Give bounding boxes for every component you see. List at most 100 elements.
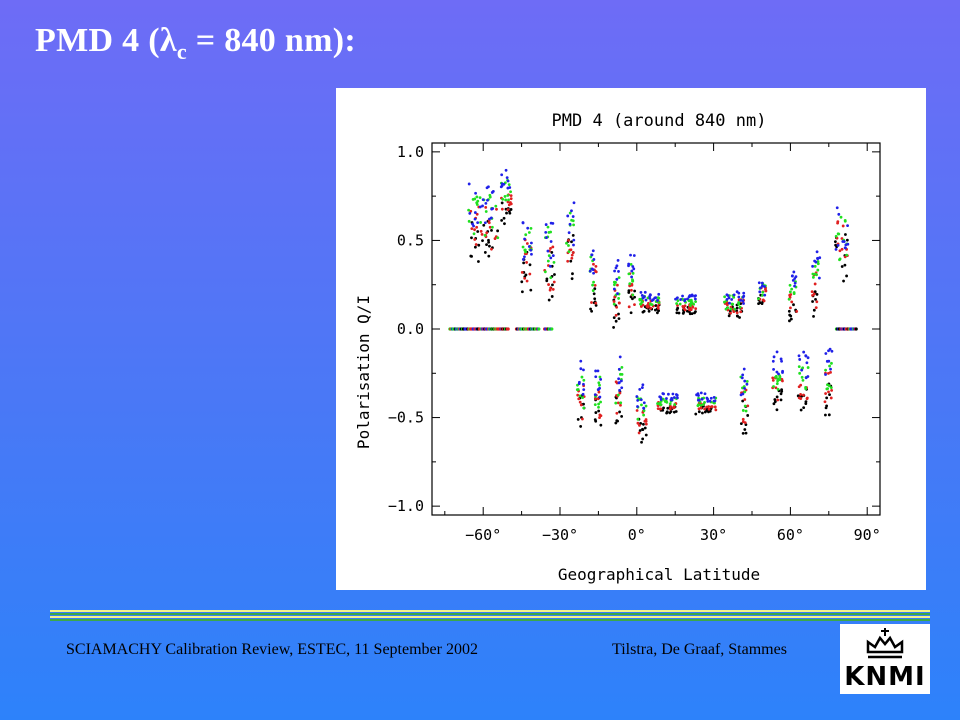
data-point [776, 387, 780, 391]
data-point [775, 350, 779, 354]
data-point [639, 290, 643, 294]
data-point [774, 386, 778, 390]
data-point [591, 289, 595, 292]
data-point [699, 391, 703, 395]
data-point [638, 387, 642, 391]
data-point [549, 276, 553, 280]
data-point [830, 349, 834, 353]
data-point [779, 357, 783, 361]
data-point [590, 253, 594, 257]
data-point [568, 222, 572, 226]
data-point [619, 401, 623, 405]
data-point [741, 399, 745, 403]
data-point [618, 410, 621, 414]
data-point [732, 293, 736, 297]
data-point [597, 390, 601, 394]
data-point [527, 245, 531, 248]
data-point [599, 400, 602, 404]
data-point [672, 396, 676, 399]
data-point [570, 209, 573, 213]
data-point [487, 221, 491, 225]
data-point [547, 298, 551, 302]
data-point [813, 282, 817, 286]
data-point [675, 302, 679, 305]
data-point [594, 265, 598, 268]
data-point [837, 232, 841, 236]
data-point [792, 292, 796, 296]
data-point [816, 262, 820, 266]
data-point [681, 305, 685, 308]
data-point [549, 221, 553, 225]
data-point [815, 273, 818, 277]
data-point [490, 225, 494, 229]
data-point [738, 316, 741, 319]
data-point [487, 254, 491, 258]
data-point [528, 272, 532, 276]
data-point [666, 392, 670, 396]
data-point [582, 402, 585, 406]
data-point [676, 396, 679, 400]
data-point [672, 406, 676, 409]
data-point [509, 190, 512, 194]
chart-panel: PMD 4 (around 840 nm) Polarisation Q/I G… [336, 88, 926, 590]
data-point [615, 419, 619, 422]
data-point [703, 407, 706, 411]
data-point [633, 303, 636, 307]
data-point [470, 227, 474, 231]
data-point [523, 237, 526, 241]
data-point [824, 373, 827, 376]
data-point [594, 375, 598, 379]
data-point [840, 265, 844, 268]
data-point [787, 309, 791, 313]
data-point [775, 382, 779, 386]
data-point [699, 403, 703, 407]
data-point [620, 386, 624, 390]
data-point [484, 205, 488, 209]
data-point [656, 402, 659, 405]
crown-icon [866, 628, 904, 659]
data-point [761, 290, 765, 294]
data-point [551, 288, 555, 291]
y-tick-label: 1.0 [397, 143, 424, 161]
data-point [475, 225, 479, 229]
data-point [545, 279, 549, 283]
data-point [543, 270, 547, 274]
data-point [696, 398, 700, 402]
data-point [474, 243, 478, 246]
data-point [761, 284, 764, 288]
data-point [712, 395, 716, 399]
data-point [642, 422, 645, 426]
data-point [735, 306, 739, 310]
data-point [741, 409, 745, 412]
y-axis-label: Polarisation Q/I [354, 295, 373, 449]
footer-authors: Tilstra, De Graaf, Stammes [612, 641, 787, 658]
data-point [525, 242, 529, 245]
data-point [834, 243, 838, 247]
data-point [568, 211, 572, 215]
data-point [661, 397, 665, 401]
data-point [572, 238, 576, 242]
data-point [567, 250, 571, 254]
data-point [617, 381, 621, 384]
data-point [509, 197, 513, 201]
data-point [694, 294, 697, 298]
data-point [630, 275, 634, 279]
data-point [571, 219, 575, 223]
data-point [656, 311, 659, 315]
data-point [829, 370, 832, 374]
data-point [590, 267, 594, 271]
data-point [636, 405, 639, 408]
data-point [760, 302, 764, 305]
data-point [662, 392, 665, 396]
data-point [653, 308, 657, 312]
data-point [615, 264, 619, 268]
data-point [725, 297, 729, 301]
data-point [812, 314, 815, 318]
data-point [547, 283, 550, 286]
data-point [523, 255, 526, 259]
data-point [506, 194, 510, 197]
data-point [792, 270, 796, 274]
data-point [675, 311, 679, 315]
data-point [799, 408, 803, 412]
data-point [795, 310, 799, 313]
